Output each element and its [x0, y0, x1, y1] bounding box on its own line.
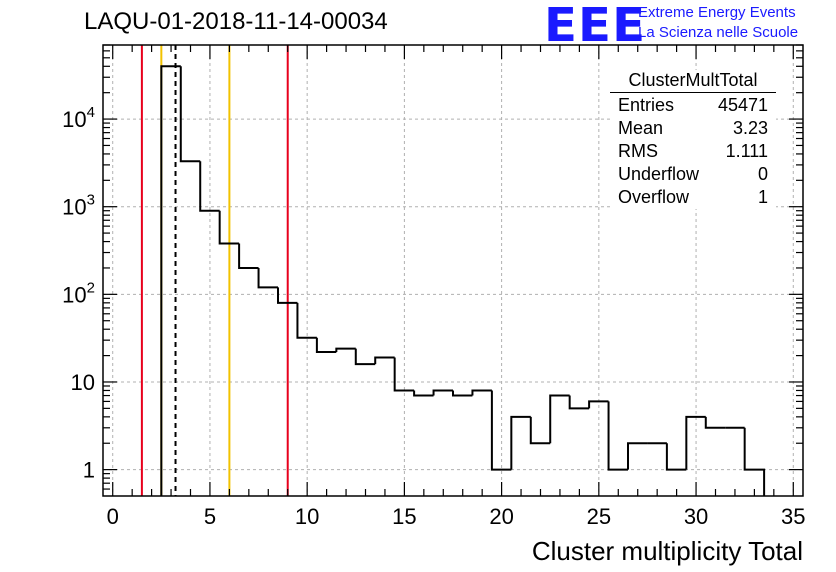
histogram-bin — [549, 394, 570, 444]
x-tick-label: 30 — [684, 504, 708, 529]
histogram-bin — [257, 267, 278, 289]
stats-row: RMS 1.111 — [610, 140, 776, 163]
stats-value: 1.111 — [725, 141, 768, 161]
x-tick-label: 15 — [392, 504, 416, 529]
logo-letters: EEE — [544, 0, 647, 52]
histogram-bin — [704, 416, 726, 429]
histogram-bin — [665, 443, 687, 471]
histogram-bin — [218, 210, 240, 245]
histogram-bin — [510, 415, 531, 470]
histogram-bin — [432, 389, 453, 396]
stats-row: Entries 45471 — [610, 94, 776, 117]
stats-label: Overflow — [618, 187, 690, 207]
histogram-bin — [529, 416, 551, 445]
y-tick-label: 103 — [62, 192, 95, 220]
stats-box: ClusterMultTotal Entries 45471 Mean 3.23… — [610, 70, 776, 209]
stats-value: 45471 — [717, 95, 768, 115]
x-tick-label: 25 — [587, 504, 611, 529]
stats-value: 3.23 — [732, 118, 768, 138]
histogram-bin — [277, 287, 298, 304]
stats-label: RMS — [618, 141, 658, 161]
histogram-bin — [627, 442, 648, 470]
histogram-bin — [393, 357, 415, 392]
stats-row: Underflow 0 — [610, 163, 776, 186]
logo-line-1: Extreme Energy Events — [638, 4, 796, 21]
x-tick-label: 0 — [107, 504, 119, 529]
histogram-bin — [471, 389, 492, 396]
x-tick-label: 35 — [781, 504, 805, 529]
stats-value: 0 — [757, 164, 768, 184]
logo-line-2: La Scienza nelle Scuole — [638, 24, 799, 41]
histogram-bin — [490, 390, 512, 471]
stats-label: Underflow — [618, 164, 700, 184]
x-tick-label: 10 — [295, 504, 319, 529]
histogram-bin — [452, 390, 473, 397]
stats-title: ClusterMultTotal — [610, 70, 776, 93]
stats-label: Entries — [618, 95, 675, 115]
histogram-bin — [685, 415, 706, 470]
histogram-bin — [743, 427, 766, 496]
stats-row: Overflow 1 — [610, 186, 776, 209]
histogram-bin — [374, 356, 395, 365]
x-tick-label: 5 — [204, 504, 216, 529]
x-tick-label: 20 — [489, 504, 513, 529]
histogram-bin — [588, 400, 609, 409]
histogram-bin — [179, 66, 201, 163]
histogram-bin — [199, 161, 220, 212]
run-title: LAQU-01-2018-11-14-00034 — [84, 8, 388, 35]
histogram-bin — [413, 390, 434, 397]
histogram-bin — [315, 337, 337, 353]
y-tick-label: 102 — [62, 279, 95, 307]
y-tick-label: 10 — [71, 370, 95, 395]
histogram-bin — [607, 401, 628, 471]
y-tick-label: 104 — [62, 104, 95, 132]
y-tick-label: 1 — [83, 458, 95, 483]
stats-label: Mean — [618, 118, 664, 138]
histogram-bin — [568, 395, 590, 410]
histogram-bin — [354, 348, 376, 366]
histogram-bin — [296, 302, 317, 339]
plot-frame — [102, 44, 804, 497]
stats-row: Mean 3.23 — [610, 117, 776, 140]
stats-value: 1 — [757, 187, 768, 207]
eee-logo: EEE Extreme Energy Events La Scienza nel… — [544, 0, 834, 52]
histogram-bin — [335, 347, 356, 352]
histogram-bin — [160, 65, 181, 496]
histogram-bin — [238, 243, 259, 269]
x-axis-title: Cluster multiplicity Total — [532, 536, 803, 566]
